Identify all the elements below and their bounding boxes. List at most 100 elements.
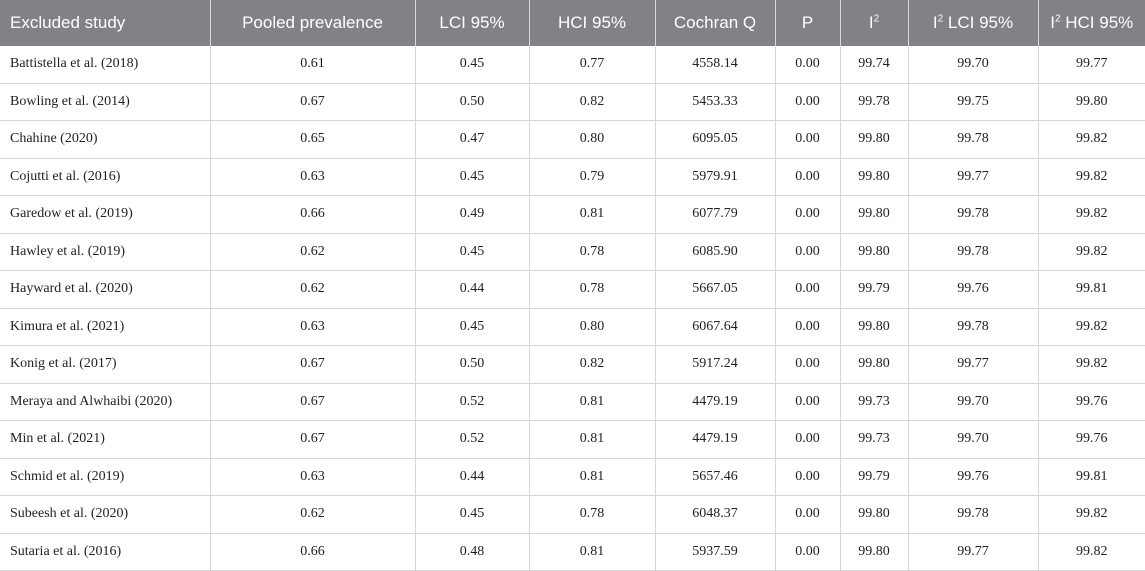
value-cell: 0.45 [415,46,530,84]
value-cell: 0.00 [775,83,841,121]
header-text: HCI 95% [557,13,627,32]
value-cell: 0.62 [210,495,416,534]
study-name-cell: Chahine (2020) [0,120,211,159]
value-cell: 0.45 [415,158,530,196]
value-cell: 0.63 [210,308,416,346]
value-cell: 0.00 [775,308,841,346]
table-row: Meraya and Alwhaibi (2020) 0.67 0.52 0.81 44… [0,383,1145,421]
value-cell: 0.67 [210,83,416,121]
value-cell: 5667.05 [655,270,776,309]
value-cell: 6085.90 [655,233,776,271]
table-body: Battistella et al. (2018) 0.61 0.45 0.77 455… [0,46,1145,571]
table-row: Subeesh et al. (2020) 0.62 0.45 0.78 6048.37… [0,495,1145,534]
value-cell: 99.80 [840,308,909,346]
header-text: I [1050,13,1055,32]
header-i2: I2 [840,0,909,46]
table-row: Chahine (2020) 0.65 0.47 0.80 6095.05 0.00 99.… [0,120,1145,159]
table-row: Battistella et al. (2018) 0.61 0.45 0.77 455… [0,46,1145,84]
value-cell: 0.78 [529,233,656,271]
value-cell: 99.76 [908,270,1039,309]
study-name-cell: Garedow et al. (2019) [0,195,211,234]
value-cell: 99.78 [908,195,1039,234]
header-lci-95: LCI 95% [415,0,530,46]
value-cell: 0.00 [775,46,841,84]
value-cell: 99.82 [1038,158,1145,196]
study-name-cell: Subeesh et al. (2020) [0,495,211,534]
table-row: Hawley et al. (2019) 0.62 0.45 0.78 6085.90 0… [0,233,1145,271]
study-name-cell: Konig et al. (2017) [0,345,211,384]
value-cell: 0.65 [210,120,416,159]
value-cell: 99.70 [908,420,1039,459]
study-name-cell: Cojutti et al. (2016) [0,158,211,196]
header-superscript: 2 [937,13,944,25]
value-cell: 0.77 [529,46,656,84]
value-cell: 99.77 [908,158,1039,196]
value-cell: 0.81 [529,383,656,421]
value-cell: 99.79 [840,458,909,496]
value-cell: 0.78 [529,270,656,309]
header-hci-95: HCI 95% [529,0,656,46]
value-cell: 0.67 [210,420,416,459]
value-cell: 99.79 [840,270,909,309]
value-cell: 0.00 [775,270,841,309]
value-cell: 4558.14 [655,46,776,84]
value-cell: 99.81 [1038,458,1145,496]
value-cell: 0.62 [210,233,416,271]
header-text-suffix: HCI 95% [1060,13,1134,32]
value-cell: 0.00 [775,120,841,159]
value-cell: 0.78 [529,495,656,534]
value-cell: 99.76 [908,458,1039,496]
value-cell: 0.48 [415,533,530,571]
table-row: Kimura et al. (2021) 0.63 0.45 0.80 6067.64 0… [0,308,1145,346]
value-cell: 0.66 [210,195,416,234]
value-cell: 0.80 [529,308,656,346]
value-cell: 0.00 [775,420,841,459]
value-cell: 0.82 [529,83,656,121]
value-cell: 6077.79 [655,195,776,234]
header-p: P [775,0,841,46]
value-cell: 0.00 [775,458,841,496]
header-i2-hci-95: I2 HCI 95% [1038,0,1145,46]
value-cell: 99.80 [840,120,909,159]
header-text-suffix: LCI 95% [943,13,1014,32]
header-i2-lci-95: I2 LCI 95% [908,0,1039,46]
study-name-cell: Meraya and Alwhaibi (2020) [0,383,211,421]
value-cell: 6095.05 [655,120,776,159]
value-cell: 5979.91 [655,158,776,196]
value-cell: 0.50 [415,345,530,384]
value-cell: 5453.33 [655,83,776,121]
value-cell: 0.44 [415,458,530,496]
value-cell: 99.78 [908,233,1039,271]
value-cell: 0.00 [775,383,841,421]
value-cell: 5657.46 [655,458,776,496]
value-cell: 0.47 [415,120,530,159]
value-cell: 0.45 [415,308,530,346]
value-cell: 0.63 [210,158,416,196]
value-cell: 0.45 [415,495,530,534]
value-cell: 0.00 [775,195,841,234]
value-cell: 99.75 [908,83,1039,121]
value-cell: 0.82 [529,345,656,384]
header-text: I [932,13,938,32]
study-name-cell: Min et al. (2021) [0,420,211,459]
value-cell: 99.82 [1038,195,1145,234]
value-cell: 99.80 [840,158,909,196]
value-cell: 0.80 [529,120,656,159]
header-text: I [868,13,874,32]
header-text: Pooled prevalence [242,13,383,32]
value-cell: 4479.19 [655,420,776,459]
header-superscript: 2 [1054,13,1061,25]
value-cell: 99.80 [840,195,909,234]
value-cell: 99.82 [1038,233,1145,271]
table-row: Schmid et al. (2019) 0.63 0.44 0.81 5657.46 0… [0,458,1145,496]
value-cell: 99.76 [1038,383,1145,421]
value-cell: 0.00 [775,158,841,196]
study-name-cell: Schmid et al. (2019) [0,458,211,496]
value-cell: 0.81 [529,458,656,496]
value-cell: 0.81 [529,533,656,571]
value-cell: 99.82 [1038,345,1145,384]
value-cell: 99.77 [908,533,1039,571]
header-superscript: 2 [873,13,880,25]
value-cell: 99.76 [1038,420,1145,459]
value-cell: 99.82 [1038,495,1145,534]
